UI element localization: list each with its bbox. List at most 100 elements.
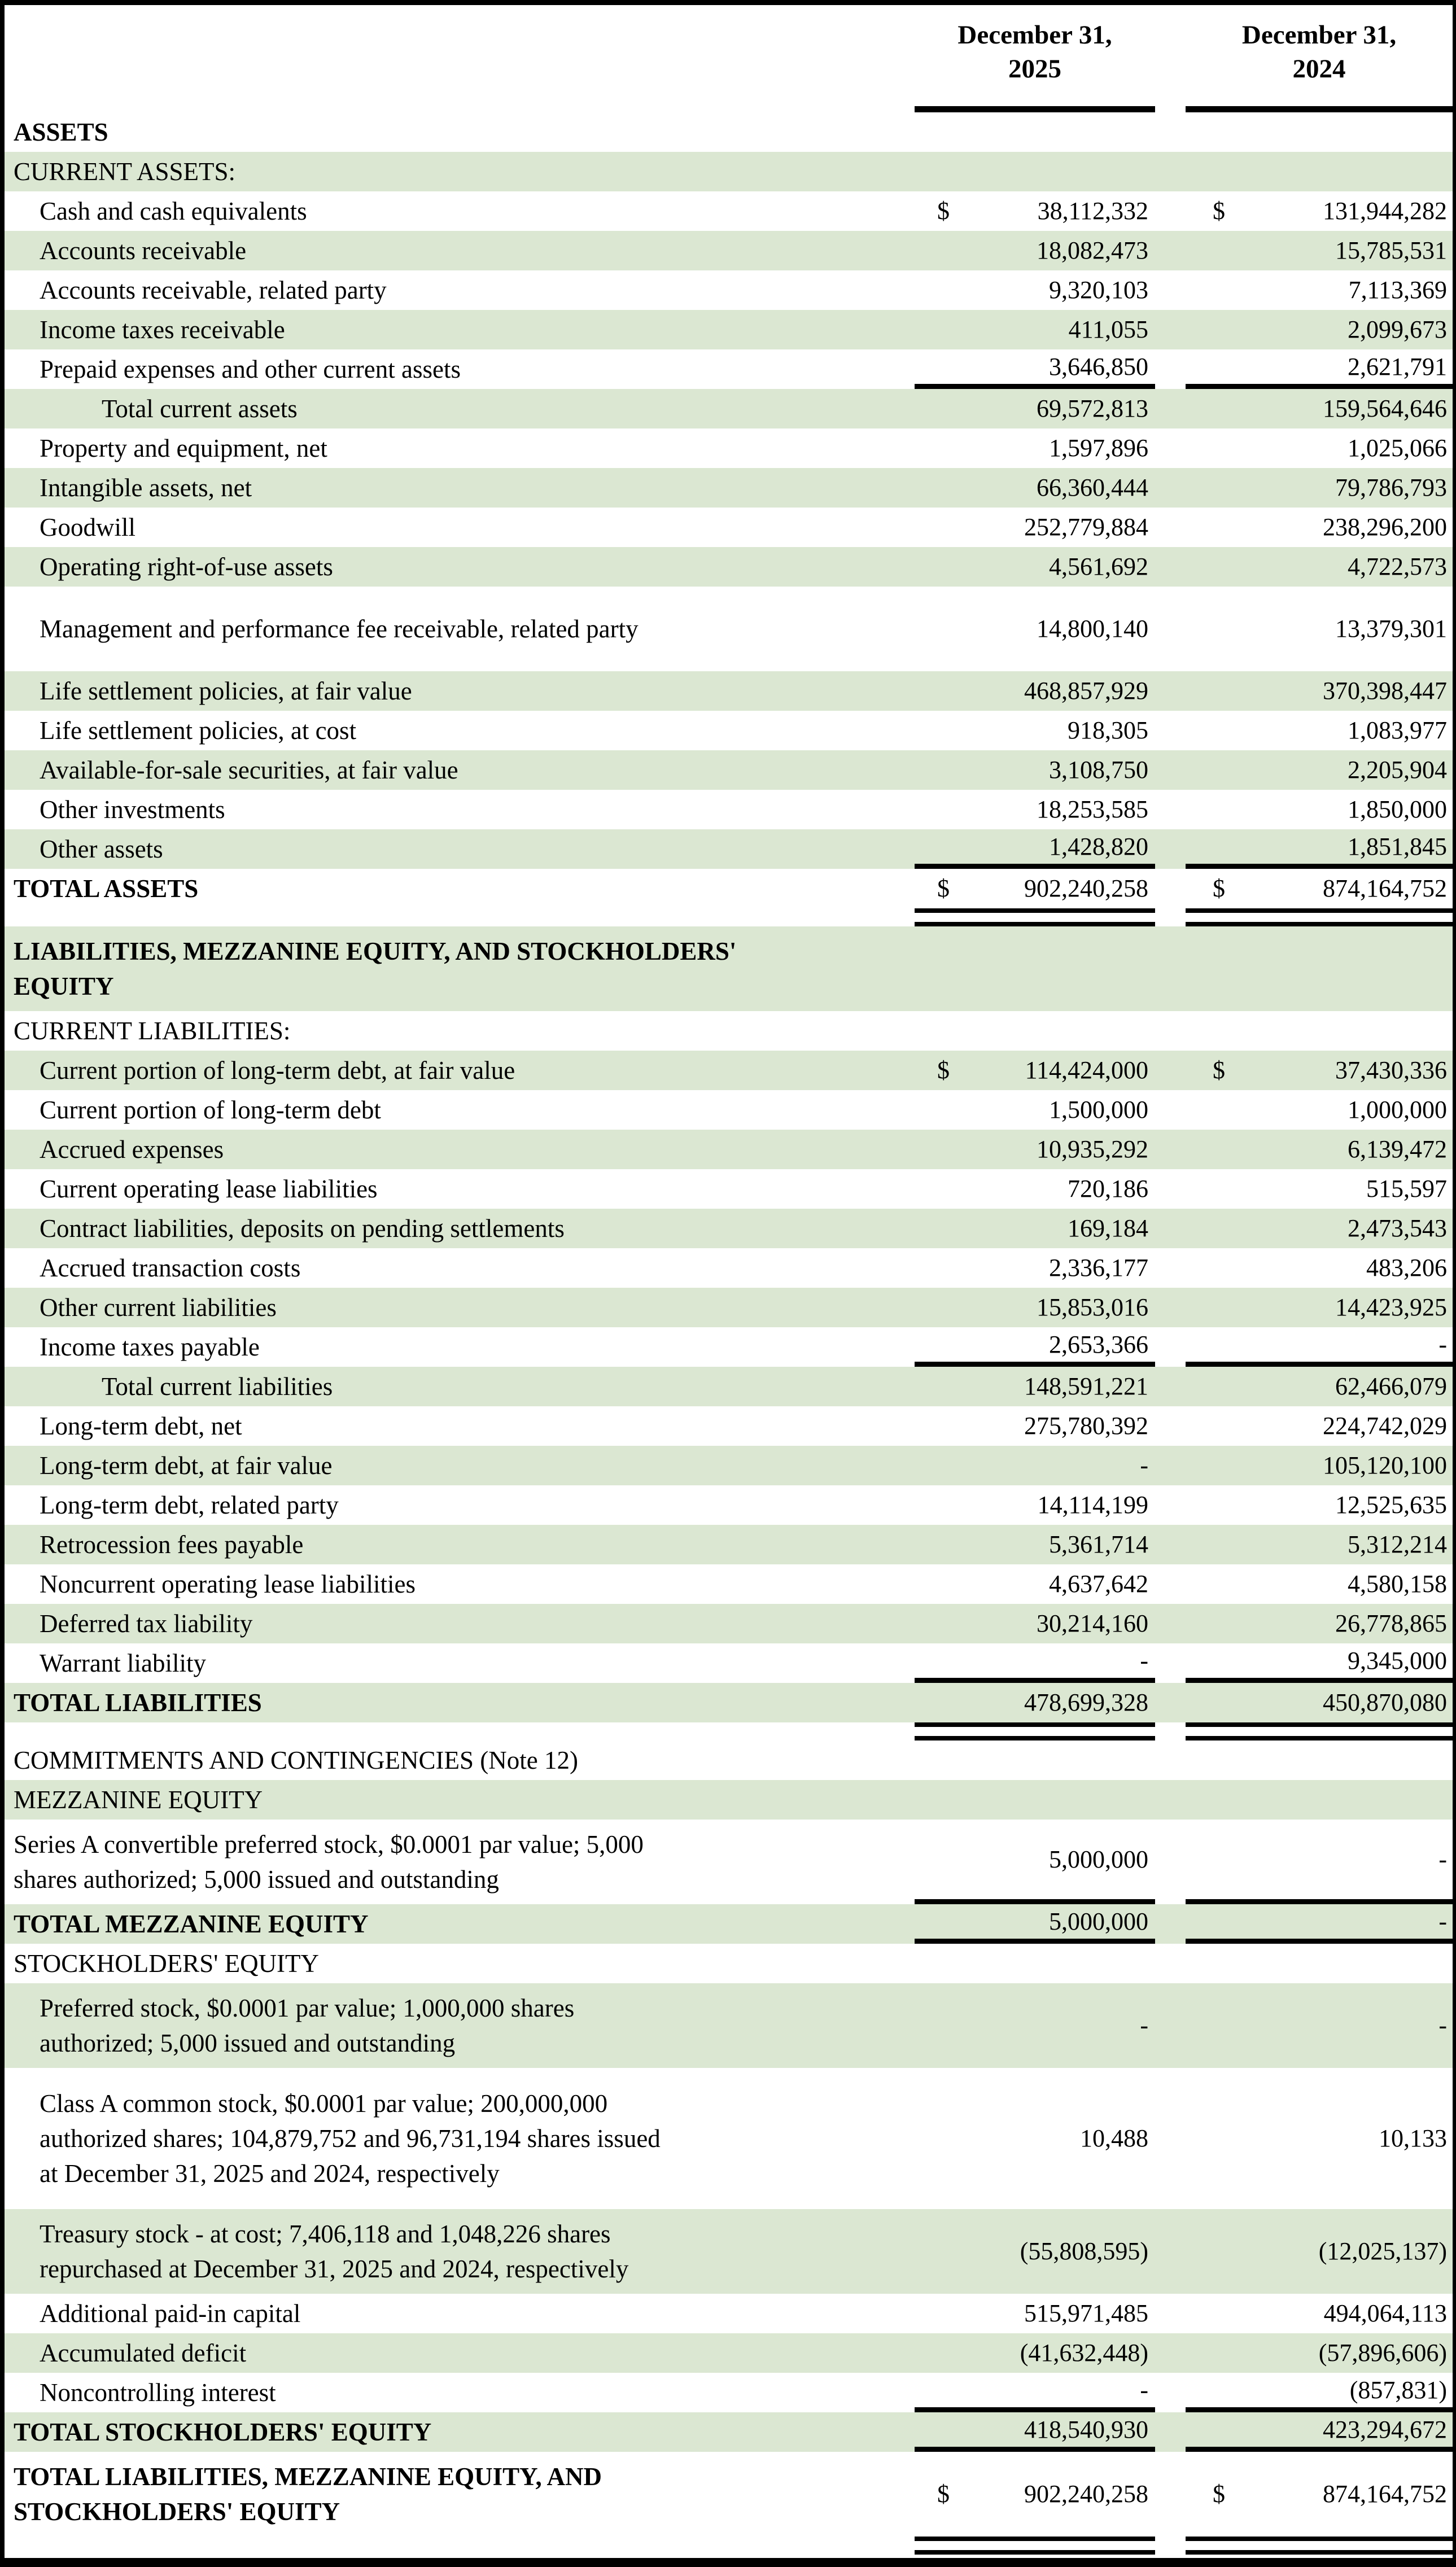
value-2024: (12,025,137)	[1186, 2209, 1453, 2294]
value-2024: 26,778,865	[1186, 1604, 1453, 1643]
column-gap	[1155, 908, 1186, 926]
value-2024: 7,113,369	[1186, 270, 1453, 310]
value-2025: 2,336,177	[915, 1248, 1155, 1288]
table-row: Income taxes receivable 411,055 2,099,673	[5, 310, 1453, 349]
value-2024	[1186, 1780, 1453, 1820]
column-gap	[1155, 1406, 1186, 1446]
currency-symbol: $	[1213, 2480, 1225, 2508]
value-2025-amount: 38,112,332	[1037, 197, 1148, 225]
value-2024: $131,944,282	[1186, 191, 1453, 231]
value-2024: -	[1186, 1820, 1453, 1904]
row-label: Current portion of long-term debt, at fa…	[40, 1056, 515, 1084]
value-2025: 169,184	[915, 1209, 1155, 1248]
table-row: Long-term debt, related party 14,114,199 1…	[5, 1485, 1453, 1525]
row-label: Class A common stock, $0.0001 par value;…	[40, 2089, 661, 2188]
value-2025-amount: -	[1140, 2011, 1148, 2039]
value-2025-amount: 515,971,485	[1024, 2299, 1148, 2327]
row-label: Other investments	[40, 795, 225, 824]
value-2025-amount: 1,500,000	[1049, 1096, 1148, 1123]
table-row: Other current liabilities 15,853,016 14,42…	[5, 1288, 1453, 1327]
table-row: TOTAL LIABILITIES, MEZZANINE EQUITY, AND…	[5, 2452, 1453, 2537]
table-row: Noncurrent operating lease liabilities 4,…	[5, 1564, 1453, 1604]
value-2024-amount: 37,430,336	[1335, 1056, 1447, 1084]
value-2025-amount: 478,699,328	[1024, 1689, 1148, 1716]
value-2024-amount: 131,944,282	[1323, 197, 1447, 225]
value-2025: 478,699,328	[915, 1683, 1155, 1722]
value-2025: 3,108,750	[915, 750, 1155, 790]
value-2025	[915, 1780, 1155, 1820]
column-gap	[1155, 829, 1186, 869]
value-2025-amount: 114,424,000	[1025, 1056, 1148, 1084]
column-gap	[1155, 547, 1186, 587]
value-2024-amount: 14,423,925	[1335, 1293, 1447, 1321]
table-row: Available-for-sale securities, at fair v…	[5, 750, 1453, 790]
value-2024	[1186, 112, 1453, 152]
column-gap	[1155, 790, 1186, 829]
value-2025	[915, 112, 1155, 152]
value-2024: 2,099,673	[1186, 310, 1453, 349]
double-rule-2025-cell	[915, 908, 1155, 926]
value-2025: 4,561,692	[915, 547, 1155, 587]
value-2024: 1,000,000	[1186, 1090, 1453, 1130]
value-2024-amount: 2,205,904	[1348, 756, 1447, 784]
row-label: CURRENT LIABILITIES:	[14, 1017, 291, 1045]
value-2025-amount: -	[1140, 1646, 1148, 1674]
value-2025	[915, 1944, 1155, 1983]
row-label: Accumulated deficit	[40, 2339, 247, 2367]
value-2024: 105,120,100	[1186, 1446, 1453, 1485]
row-label: Deferred tax liability	[40, 1610, 253, 1638]
row-label: Management and performance fee receivabl…	[40, 615, 639, 643]
table-row: Goodwill 252,779,884 238,296,200	[5, 508, 1453, 547]
value-2024	[1186, 1944, 1453, 1983]
row-label: Treasury stock - at cost; 7,406,118 and …	[40, 2220, 629, 2283]
column-gap	[1155, 1904, 1186, 1944]
value-2024-amount: 5,312,214	[1348, 1530, 1447, 1558]
table-row: Management and performance fee receivabl…	[5, 587, 1453, 671]
column-gap	[5, 1722, 915, 1741]
double-rule-2024	[1186, 1722, 1453, 1741]
value-2025-amount: 252,779,884	[1024, 513, 1148, 541]
row-label: ASSETS	[14, 118, 108, 146]
column-gap	[1155, 1011, 1186, 1051]
row-label: Accrued transaction costs	[40, 1254, 301, 1282]
value-2025	[915, 1011, 1155, 1051]
value-2025: 418,540,930	[915, 2412, 1155, 2452]
column-gap	[1155, 2373, 1186, 2412]
value-2024: 2,205,904	[1186, 750, 1453, 790]
value-2025: 148,591,221	[915, 1367, 1155, 1406]
row-label: Total current assets	[102, 395, 298, 423]
value-2025-amount: 9,320,103	[1049, 276, 1148, 304]
column-gap	[1155, 1525, 1186, 1564]
column-gap	[1155, 1288, 1186, 1327]
currency-symbol: $	[1213, 874, 1225, 902]
table-row: Total current liabilities 148,591,221 62,4…	[5, 1367, 1453, 1406]
value-2025: 275,780,392	[915, 1406, 1155, 1446]
value-2025: 3,646,850	[915, 349, 1155, 389]
column-gap	[1155, 1741, 1186, 1780]
value-2024: $874,164,752	[1186, 869, 1453, 908]
double-rule-2025-cell	[915, 1722, 1155, 1741]
table-row: Other investments 18,253,585 1,850,000	[5, 790, 1453, 829]
value-2024: 483,206	[1186, 1248, 1453, 1288]
value-2025-amount: 918,305	[1068, 716, 1148, 744]
column-gap	[1155, 2452, 1186, 2537]
value-2024-amount: 1,850,000	[1348, 795, 1447, 823]
row-label: TOTAL LIABILITIES, MEZZANINE EQUITY, AND…	[14, 2463, 602, 2526]
value-2024-amount: 238,296,200	[1323, 513, 1447, 541]
row-label: TOTAL ASSETS	[14, 874, 199, 903]
table-row: Accrued expenses 10,935,292 6,139,472	[5, 1130, 1453, 1169]
table-row: Warrant liability - 9,345,000	[5, 1643, 1453, 1683]
row-label: Total current liabilities	[102, 1372, 333, 1401]
column-gap	[1155, 1367, 1186, 1406]
currency-symbol: $	[937, 874, 950, 902]
table-row: TOTAL STOCKHOLDERS' EQUITY 418,540,930 423…	[5, 2412, 1453, 2452]
value-2025: (55,808,595)	[915, 2209, 1155, 2294]
value-2025-amount: 18,082,473	[1037, 237, 1148, 264]
table-row: Preferred stock, $0.0001 par value; 1,00…	[5, 1983, 1453, 2068]
column-header-2024-line2: 2024	[1292, 54, 1346, 84]
double-rule-2025	[915, 908, 1155, 926]
column-gap	[5, 908, 915, 926]
row-label: Property and equipment, net	[40, 434, 327, 462]
table-row: MEZZANINE EQUITY	[5, 1780, 1453, 1820]
column-gap	[1155, 191, 1186, 231]
